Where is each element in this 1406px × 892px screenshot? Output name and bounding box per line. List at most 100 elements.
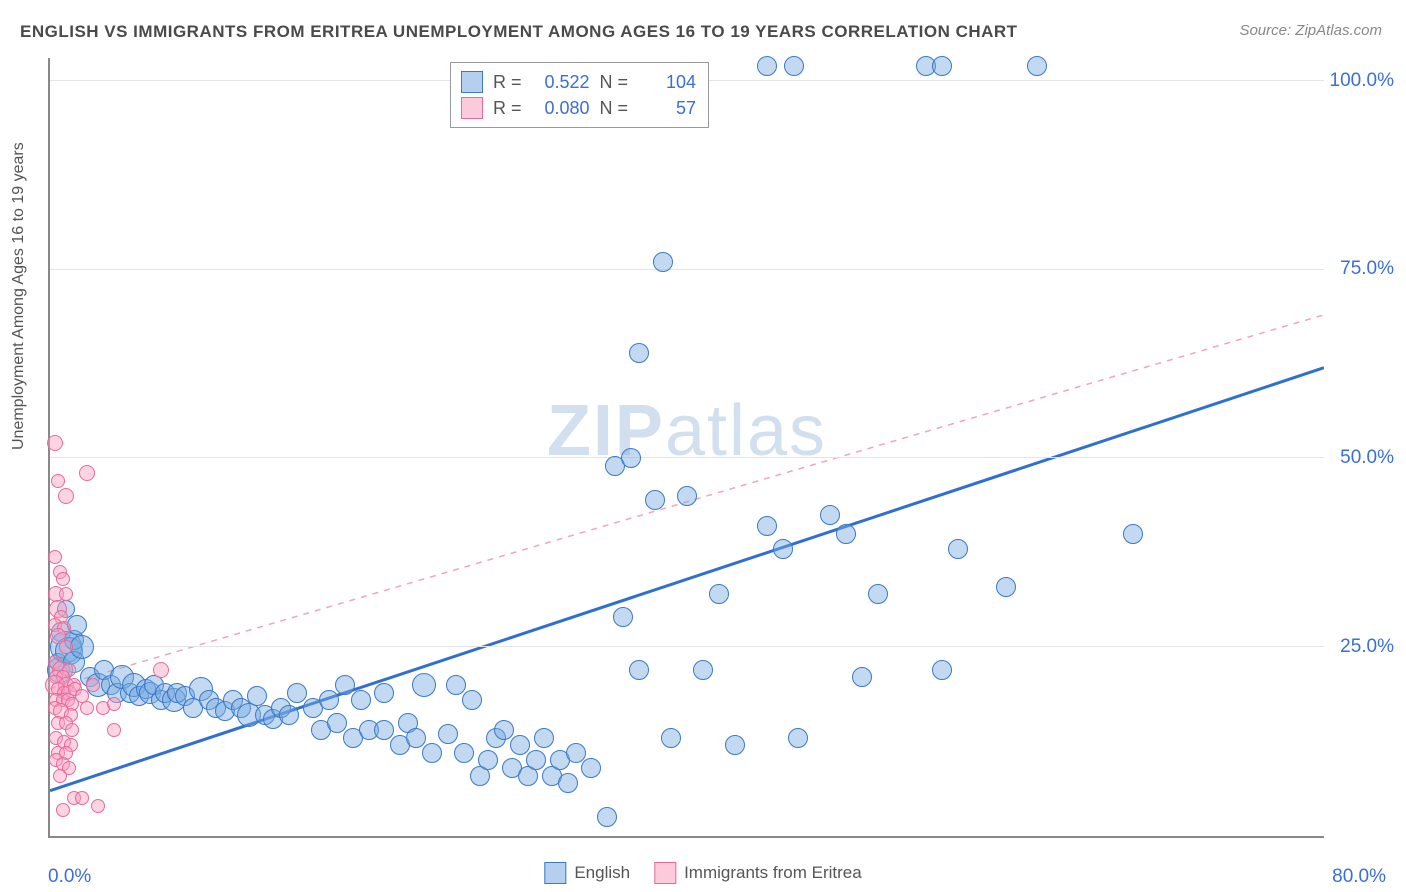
data-point (868, 584, 888, 604)
gridline (50, 269, 1324, 270)
data-point (80, 701, 94, 715)
data-point (820, 505, 840, 525)
data-point (757, 56, 777, 76)
data-point (70, 635, 94, 659)
data-point (247, 686, 267, 706)
data-point (56, 803, 70, 817)
legend-item: Immigrants from Eritrea (654, 862, 862, 884)
legend-item: English (544, 862, 630, 884)
source-attribution: Source: ZipAtlas.com (1239, 22, 1382, 39)
data-point (1123, 524, 1143, 544)
data-point (59, 640, 73, 654)
legend-label: Immigrants from Eritrea (684, 863, 862, 883)
data-point (784, 56, 804, 76)
y-tick-label: 50.0% (1340, 447, 1394, 469)
n-value: 104 (638, 69, 696, 95)
data-point (438, 724, 458, 744)
data-point (374, 683, 394, 703)
data-point (319, 690, 339, 710)
data-point (629, 343, 649, 363)
legend-swatch (544, 862, 566, 884)
data-point (653, 252, 673, 272)
data-point (932, 56, 952, 76)
legend-swatch (461, 97, 483, 119)
gridline (50, 646, 1324, 647)
data-point (510, 735, 530, 755)
y-axis-label: Unemployment Among Ages 16 to 19 years (10, 142, 28, 450)
y-tick-label: 100.0% (1330, 70, 1394, 92)
data-point (86, 678, 100, 692)
data-point (534, 728, 554, 748)
n-value: 57 (638, 95, 696, 121)
data-point (462, 690, 482, 710)
data-point (412, 673, 436, 697)
data-point (351, 690, 371, 710)
data-point (59, 587, 73, 601)
data-point (75, 791, 89, 805)
data-point (645, 490, 665, 510)
data-point (709, 584, 729, 604)
data-point (454, 743, 474, 763)
data-point (47, 435, 63, 451)
scatter-plot: ZIPatlas (48, 58, 1324, 838)
data-point (478, 750, 498, 770)
data-point (494, 720, 514, 740)
data-point (581, 758, 601, 778)
r-label: R = (493, 69, 522, 95)
data-point (788, 728, 808, 748)
data-point (836, 524, 856, 544)
data-point (56, 572, 70, 586)
correlation-legend: R = 0.522 N = 104R = 0.080 N = 57 (450, 62, 709, 128)
data-point (558, 773, 578, 793)
x-tick-min: 0.0% (48, 866, 91, 888)
legend-row: R = 0.522 N = 104 (461, 69, 696, 95)
data-point (725, 735, 745, 755)
r-value: 0.522 (532, 69, 590, 95)
data-point (374, 720, 394, 740)
data-point (107, 723, 121, 737)
data-point (51, 474, 65, 488)
y-tick-label: 25.0% (1340, 636, 1394, 658)
data-point (526, 750, 546, 770)
data-point (446, 675, 466, 695)
data-point (852, 667, 872, 687)
x-tick-max: 80.0% (1332, 866, 1386, 888)
series-legend: English Immigrants from Eritrea (544, 862, 861, 884)
data-point (566, 743, 586, 763)
data-point (621, 448, 641, 468)
r-label: R = (493, 95, 522, 121)
data-point (327, 713, 347, 733)
data-point (53, 769, 67, 783)
data-point (757, 516, 777, 536)
data-point (677, 486, 697, 506)
gridline (50, 457, 1324, 458)
data-point (1027, 56, 1047, 76)
data-point (661, 728, 681, 748)
data-point (613, 607, 633, 627)
data-point (597, 807, 617, 827)
chart-title: ENGLISH VS IMMIGRANTS FROM ERITREA UNEMP… (20, 22, 1018, 42)
y-tick-label: 75.0% (1340, 258, 1394, 280)
data-point (948, 539, 968, 559)
data-point (48, 550, 62, 564)
legend-row: R =0.080N =57 (461, 95, 696, 121)
data-point (107, 697, 121, 711)
data-point (629, 660, 649, 680)
legend-swatch (461, 71, 483, 93)
data-point (335, 675, 355, 695)
n-label: N = (600, 69, 629, 95)
data-point (153, 662, 169, 678)
data-point (79, 465, 95, 481)
watermark: ZIPatlas (547, 390, 827, 472)
data-point (279, 705, 299, 725)
legend-label: English (574, 863, 630, 883)
data-point (932, 660, 952, 680)
data-point (773, 539, 793, 559)
data-point (693, 660, 713, 680)
legend-swatch (654, 862, 676, 884)
data-point (287, 683, 307, 703)
data-point (91, 799, 105, 813)
data-point (996, 577, 1016, 597)
data-point (406, 728, 426, 748)
r-value: 0.080 (532, 95, 590, 121)
